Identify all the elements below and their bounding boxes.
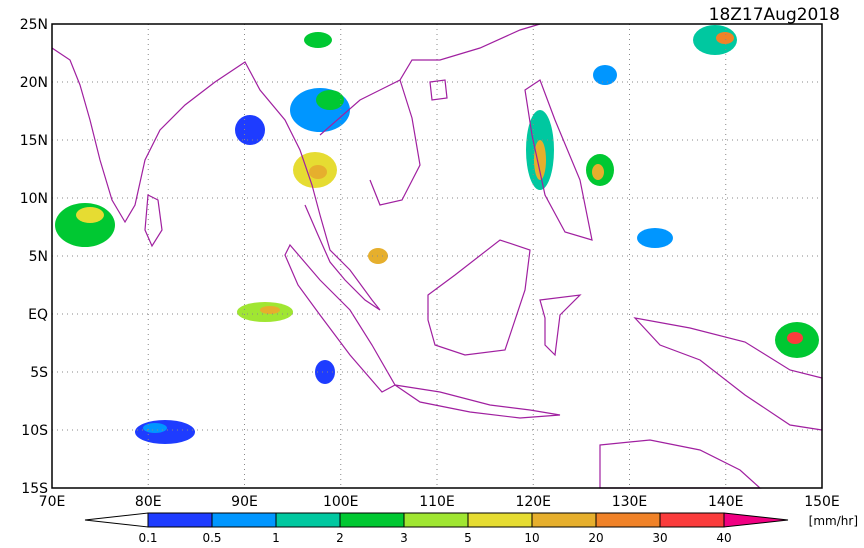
colorbar-bin [339,512,405,528]
rain-areas [55,25,819,444]
lon-label: 80E [135,494,162,510]
colorbar-bin [147,512,213,528]
colorbar-label: 10 [524,531,539,544]
lat-label: 5S [30,365,48,381]
colorbar-label: 3 [400,531,408,544]
colorbar-bin [531,512,597,528]
map-frame [51,23,823,489]
lon-label: 130E [612,494,648,510]
lat-label: 15S [21,481,48,497]
lon-labels: 70E 80E 90E 100E 110E 120E 130E 140E 150E [39,494,840,510]
lon-label: 150E [804,494,840,510]
lat-label: EQ [28,307,48,323]
lat-label: 5N [29,249,48,265]
colorbar-high-end [723,512,789,528]
colorbar: 0.1 0.5 1 2 3 5 10 20 30 40 [mm/hr] [84,512,858,545]
coastlines [51,23,823,489]
graticule [52,24,822,488]
colorbar-bin [595,512,661,528]
colorbar-label: 2 [336,531,344,544]
colorbar-bin [275,512,341,528]
lat-label: 25N [20,17,48,33]
lat-label: 15N [20,133,48,149]
colorbar-label: 0.1 [138,531,157,544]
lat-labels: 25N 20N 15N 10N 5N EQ 5S 10S 15S [20,17,48,497]
colorbar-label: 40 [716,531,731,544]
colorbar-bin [659,512,725,528]
colorbar-unit: [mm/hr] [809,514,858,528]
colorbar-label: 20 [588,531,603,544]
colorbar-label: 0.5 [202,531,221,544]
lon-label: 100E [323,494,359,510]
lon-label: 120E [515,494,551,510]
lon-label: 140E [708,494,744,510]
colorbar-bin [403,512,469,528]
lat-label: 20N [20,75,48,91]
colorbar-label: 5 [464,531,472,544]
map-title: 18Z17Aug2018 [709,5,840,25]
lon-label: 90E [231,494,258,510]
lon-label: 70E [39,494,66,510]
lat-label: 10N [20,191,48,207]
colorbar-bin [467,512,533,528]
colorbar-label: 30 [652,531,667,544]
lon-label: 110E [419,494,455,510]
lat-label: 10S [21,423,48,439]
colorbar-bin [211,512,277,528]
colorbar-label: 1 [272,531,280,544]
